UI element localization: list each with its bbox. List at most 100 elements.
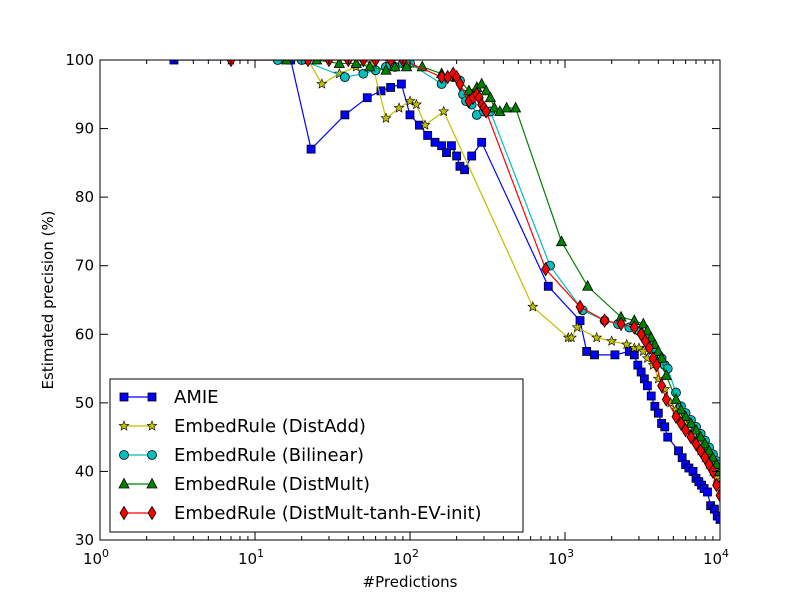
data-point-amie [590,350,599,360]
data-point-embedrule-distmult [581,279,594,291]
x-tick-label: 104 [703,547,729,568]
legend-marker [119,450,129,460]
data-point-amie [653,408,663,418]
data-point-embedrule-distmult [641,324,654,336]
legend-marker [118,420,130,431]
data-point-amie [452,151,462,161]
data-point-embedrule-distadd [410,98,422,110]
data-point-embedrule-distmult [500,101,513,113]
y-tick-label: 80 [75,188,94,206]
data-point-amie [477,137,487,147]
series-embedrule-distmult-tanh-ev-init [226,60,720,503]
data-point-embedrule-distadd [404,95,416,106]
data-point-amie [376,86,386,96]
legend-label: EmbedRule (Bilinear) [174,445,364,466]
data-point-embedrule-distmult [679,410,692,421]
legend-item-embedrule-bilinear: EmbedRule (Bilinear) [119,445,364,466]
data-point-embedrule-distmult-tanh-ev-init [715,488,720,503]
data-point-embedrule-distadd [565,331,577,343]
data-point-embedrule-distadd [606,335,618,346]
data-point-embedrule-distadd [621,338,633,350]
data-point-embedrule-distmult-tanh-ev-init [575,299,585,315]
y-tick-label: 60 [75,325,94,343]
data-point-amie [437,141,447,151]
data-point-embedrule-distmult-tanh-ev-init [437,69,447,85]
data-point-embedrule-distmult [685,417,697,428]
data-point-embedrule-distmult [637,317,649,329]
data-point-embedrule-distmult [480,84,492,96]
data-point-amie [460,165,469,175]
data-point-amie [423,131,433,140]
x-tick-label: 103 [548,547,574,568]
data-point-embedrule-distmult-tanh-ev-init [686,429,696,445]
x-axis-title: #Predictions [363,573,458,591]
data-point-embedrule-distmult [333,60,345,68]
data-point-amie [610,350,620,360]
data-point-embedrule-distmult [703,444,715,456]
data-point-embedrule-distmult-tanh-ev-init [657,378,667,393]
legend: AMIE EmbedRule (DistAdd) EmbedRule (Biline… [109,378,524,533]
data-point-amie [340,110,350,120]
data-point-embedrule-distmult-tanh-ev-init [541,261,551,277]
data-point-embedrule-distmult-tanh-ev-init [712,477,720,493]
data-point-embedrule-distmult-tanh-ev-init [600,313,610,328]
data-point-amie [663,432,673,442]
data-point-amie [386,83,396,92]
data-point-embedrule-distmult [364,60,376,72]
data-point-embedrule-distmult [707,451,719,463]
data-point-embedrule-distmult [380,63,392,75]
data-point-embedrule-distmult-tanh-ev-init [303,60,313,68]
data-point-amie [306,144,316,154]
y-tick-label: 90 [75,120,94,138]
legend-label: EmbedRule (DistMult-tanh-EV-init) [174,503,482,524]
data-point-embedrule-distmult-tanh-ev-init [671,409,681,424]
data-point-embedrule-distmult-tanh-ev-init [691,436,701,452]
data-point-embedrule-distadd [591,331,603,343]
legend-marker [147,392,157,402]
data-point-embedrule-distmult-tanh-ev-init [681,423,691,438]
data-point-embedrule-distmult [280,60,293,65]
data-point-embedrule-distadd [393,102,405,113]
data-point-embedrule-distmult [484,91,497,103]
data-point-embedrule-distmult-tanh-ev-init [629,320,639,335]
data-point-embedrule-distmult [509,101,522,113]
data-point-embedrule-distmult [675,403,687,415]
x-tick-label: 101 [238,547,264,568]
data-point-embedrule-distmult-tanh-ev-init [386,60,396,68]
legend-item-amie: AMIE [119,387,219,408]
legend-box [109,378,524,533]
data-point-amie [543,281,553,291]
y-tick-label: 30 [75,531,94,549]
data-point-embedrule-distmult [416,60,428,72]
data-point-embedrule-distmult-tanh-ev-init [481,104,491,119]
legend-marker [119,392,129,402]
data-point-embedrule-distadd [527,301,539,312]
data-point-amie [642,381,652,391]
data-point-embedrule-bilinear [358,68,369,79]
data-point-amie [467,151,477,161]
legend-label: EmbedRule (DistMult) [174,474,370,495]
data-point-amie [396,79,406,89]
data-point-embedrule-distmult-tanh-ev-init [616,316,626,332]
legend-label: AMIE [174,387,219,408]
data-point-embedrule-distadd [419,119,431,130]
y-axis-title: Estimated precision (%) [39,211,57,390]
y-tick-label: 50 [75,394,94,412]
legend-item-embedrule-distadd: EmbedRule (DistAdd) [118,416,366,437]
y-tick-label: 100 [65,51,94,69]
data-point-embedrule-distadd [652,373,664,384]
data-point-amie [582,347,592,356]
data-point-embedrule-distadd [380,112,392,123]
data-point-embedrule-distmult [655,351,668,363]
data-point-embedrule-distadd [571,321,583,333]
legend-marker [147,450,157,460]
legend-item-embedrule-distmult-tanh-ev-init: EmbedRule (DistMult-tanh-EV-init) [119,503,482,524]
data-point-embedrule-distadd [316,78,328,89]
data-point-embedrule-distmult [555,235,568,247]
data-point-amie [703,487,712,497]
legend-marker [119,505,129,521]
y-tick-label: 40 [75,462,94,480]
data-point-amie [715,515,720,524]
data-point-amie [442,148,451,157]
